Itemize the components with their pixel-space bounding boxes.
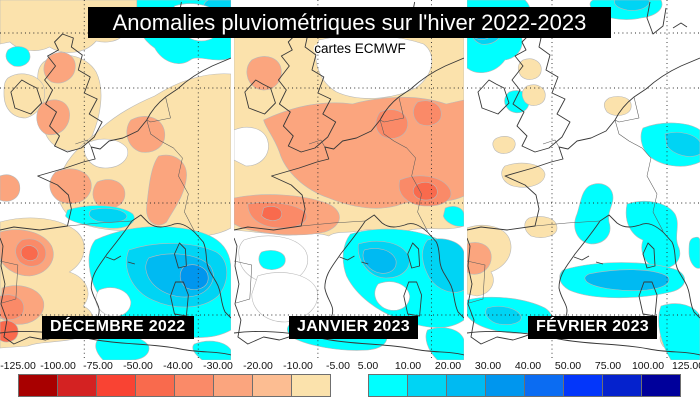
map-panel-december-2022: [0, 0, 231, 360]
legend-color-cell: [641, 374, 681, 397]
legend-color-cell: [96, 374, 136, 397]
legend-color-cell: [291, 374, 331, 397]
legend-tick-label: 100.00: [631, 360, 665, 372]
legend-tick-label: 10.00: [394, 360, 422, 372]
legend-tick-label: 20.00: [434, 360, 462, 372]
legend-tick-label: -30.00: [203, 360, 233, 372]
legend-color-cell: [485, 374, 525, 397]
legend-negative-scale: -125.00 -100.00 -75.00 -50.00 -40.00 -30.00 -2…: [0, 360, 350, 400]
legend-positive-scale: 5.00 10.00 20.00 30.00 40.00 50.00 75.00 100.00…: [358, 360, 700, 400]
legend-tick-label: -75.00: [83, 360, 113, 372]
legend-tick-label: 125.00: [671, 360, 700, 372]
legend-color-cell: [213, 374, 253, 397]
legend-tick-label: 75.00: [594, 360, 622, 372]
figure-title: Anomalies pluviométriques sur l'hiver 20…: [88, 7, 611, 38]
month-label-december: DÉCEMBRE 2022: [42, 316, 194, 339]
legend-color-cell: [368, 374, 408, 397]
legend-color-cell: [602, 374, 642, 397]
legend-color-cell: [18, 374, 58, 397]
legend-tick-label: -125.00: [0, 360, 36, 372]
legend-color-cell: [407, 374, 447, 397]
legend-color-cell: [57, 374, 97, 397]
legend-tick-label: 5.00: [357, 360, 379, 372]
legend-color-cell: [524, 374, 564, 397]
legend-tick-label: -50.00: [123, 360, 153, 372]
legend-color-cell: [135, 374, 175, 397]
legend-color-cell: [252, 374, 292, 397]
legend-tick-label: -20.00: [243, 360, 273, 372]
legend-tick-label: 50.00: [554, 360, 582, 372]
color-scale-legend: -125.00 -100.00 -75.00 -50.00 -40.00 -30.00 -2…: [0, 360, 700, 400]
month-label-january: JANVIER 2023: [289, 316, 418, 339]
legend-color-cell: [446, 374, 486, 397]
map-panel-january-2023: [234, 0, 464, 360]
legend-tick-label: -40.00: [163, 360, 193, 372]
legend-tick-label: 40.00: [514, 360, 542, 372]
legend-tick-label: -5.00: [326, 360, 350, 372]
figure-subtitle: cartes ECMWF: [314, 41, 406, 56]
legend-tick-label: -100.00: [40, 360, 76, 372]
map-panel-february-2023: [467, 0, 700, 360]
legend-color-cell: [174, 374, 214, 397]
month-label-february: FÉVRIER 2023: [528, 316, 657, 339]
legend-tick-label: 30.00: [474, 360, 502, 372]
legend-tick-label: -10.00: [283, 360, 313, 372]
legend-color-cell: [563, 374, 603, 397]
